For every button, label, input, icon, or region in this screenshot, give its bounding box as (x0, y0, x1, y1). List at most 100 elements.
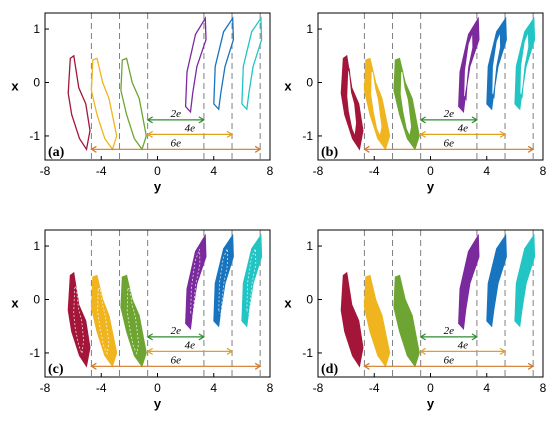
arrowhead-left-2e (146, 333, 153, 341)
y-axis-title: x (284, 296, 292, 311)
arrowhead-right-2e (198, 116, 206, 124)
x-tick-label: -4 (369, 164, 380, 178)
arrowhead-left-4e (146, 347, 153, 355)
y-tick-label: 0 (33, 292, 40, 306)
x-axis-title: y (427, 396, 435, 411)
x-tick-label: 4 (210, 381, 217, 395)
y-tick-label: -1 (302, 129, 313, 143)
attractor-5-texture (218, 248, 229, 316)
attractor-2 (363, 274, 391, 368)
x-tick-label: 8 (267, 164, 274, 178)
arrowhead-right-2e (471, 116, 479, 124)
x-axis-title: y (154, 396, 162, 411)
attractor-6 (241, 233, 263, 328)
y-tick-label: 0 (306, 292, 313, 306)
y-axis-title: x (11, 79, 19, 94)
x-axis-title: y (427, 179, 435, 194)
panel-label: (c) (48, 362, 64, 377)
arrowhead-left-2e (419, 116, 426, 124)
annotation-label-2e: 2e (171, 108, 182, 120)
arrowhead-right-6e (254, 362, 262, 370)
attractor-3 (120, 57, 147, 151)
annotation-label-6e: 6e (444, 137, 455, 149)
panel-label: (a) (48, 145, 65, 160)
arrowhead-right-4e (226, 130, 234, 138)
attractor-3 (120, 274, 147, 368)
arrowhead-right-6e (527, 362, 535, 370)
attractor-2 (363, 57, 391, 151)
x-tick-label: -4 (369, 381, 380, 395)
arrowhead-left-6e (363, 362, 370, 370)
annotation-label-2e: 2e (171, 325, 182, 337)
annotation-label-6e: 6e (171, 137, 182, 149)
x-tick-label: -8 (313, 164, 324, 178)
attractor-2 (90, 57, 118, 151)
y-tick-label: 1 (306, 22, 313, 36)
y-tick-label: 1 (33, 239, 40, 253)
arrowhead-right-2e (471, 333, 479, 341)
y-axis-title: x (284, 79, 292, 94)
attractor-1-texture (73, 285, 85, 356)
y-tick-label: 1 (306, 239, 313, 253)
x-axis-title: y (154, 179, 162, 194)
attractor-4 (458, 233, 480, 331)
arrowhead-left-6e (363, 145, 370, 153)
arrowhead-right-2e (198, 333, 206, 341)
x-tick-label: 4 (210, 164, 217, 178)
arrowhead-left-4e (146, 130, 153, 138)
arrowhead-left-2e (419, 333, 426, 341)
attractor-6 (241, 16, 263, 111)
attractor-3 (393, 57, 420, 151)
attractor-4 (184, 16, 207, 114)
annotation-label-6e: 6e (444, 354, 455, 366)
x-tick-label: 0 (154, 381, 161, 395)
attractor-5 (486, 233, 507, 328)
y-tick-label: -1 (29, 129, 40, 143)
annotation-label-2e: 2e (444, 108, 455, 120)
annotation-label-4e: 4e (185, 339, 196, 351)
annotation-label-4e: 4e (458, 122, 469, 134)
y-tick-label: -1 (29, 346, 40, 360)
attractor-5 (486, 16, 507, 111)
attractor-2 (90, 274, 118, 368)
y-tick-label: 0 (306, 75, 313, 89)
x-tick-label: -4 (96, 164, 107, 178)
attractor-3 (393, 274, 420, 368)
y-tick-label: 1 (33, 22, 40, 36)
attractor-1 (340, 271, 364, 368)
panel-label: (d) (321, 362, 338, 377)
x-tick-label: 0 (154, 164, 161, 178)
arrowhead-left-6e (90, 362, 97, 370)
attractor-4 (458, 16, 480, 114)
y-tick-label: 0 (33, 75, 40, 89)
arrowhead-left-4e (419, 130, 426, 138)
arrowhead-right-6e (254, 145, 262, 153)
annotation-label-6e: 6e (171, 354, 182, 366)
annotation-label-4e: 4e (458, 339, 469, 351)
arrowhead-left-4e (419, 347, 426, 355)
arrowhead-right-4e (499, 130, 507, 138)
attractor-1 (340, 54, 364, 151)
annotation-label-2e: 2e (444, 325, 455, 337)
y-tick-label: -1 (302, 346, 313, 360)
attractor-1 (67, 54, 91, 152)
x-tick-label: 4 (483, 164, 490, 178)
arrowhead-left-6e (90, 145, 97, 153)
y-axis-title: x (11, 296, 19, 311)
attractor-6 (514, 16, 536, 111)
arrowhead-right-6e (527, 145, 535, 153)
attractor-5 (213, 233, 234, 328)
annotation-label-4e: 4e (185, 122, 196, 134)
attractor-5 (213, 16, 235, 111)
arrowhead-right-4e (226, 347, 234, 355)
x-tick-label: 8 (540, 381, 547, 395)
x-tick-label: 0 (427, 381, 434, 395)
x-tick-label: 0 (427, 164, 434, 178)
x-tick-label: -8 (40, 164, 51, 178)
x-tick-label: -8 (40, 381, 51, 395)
x-tick-label: 8 (540, 164, 547, 178)
